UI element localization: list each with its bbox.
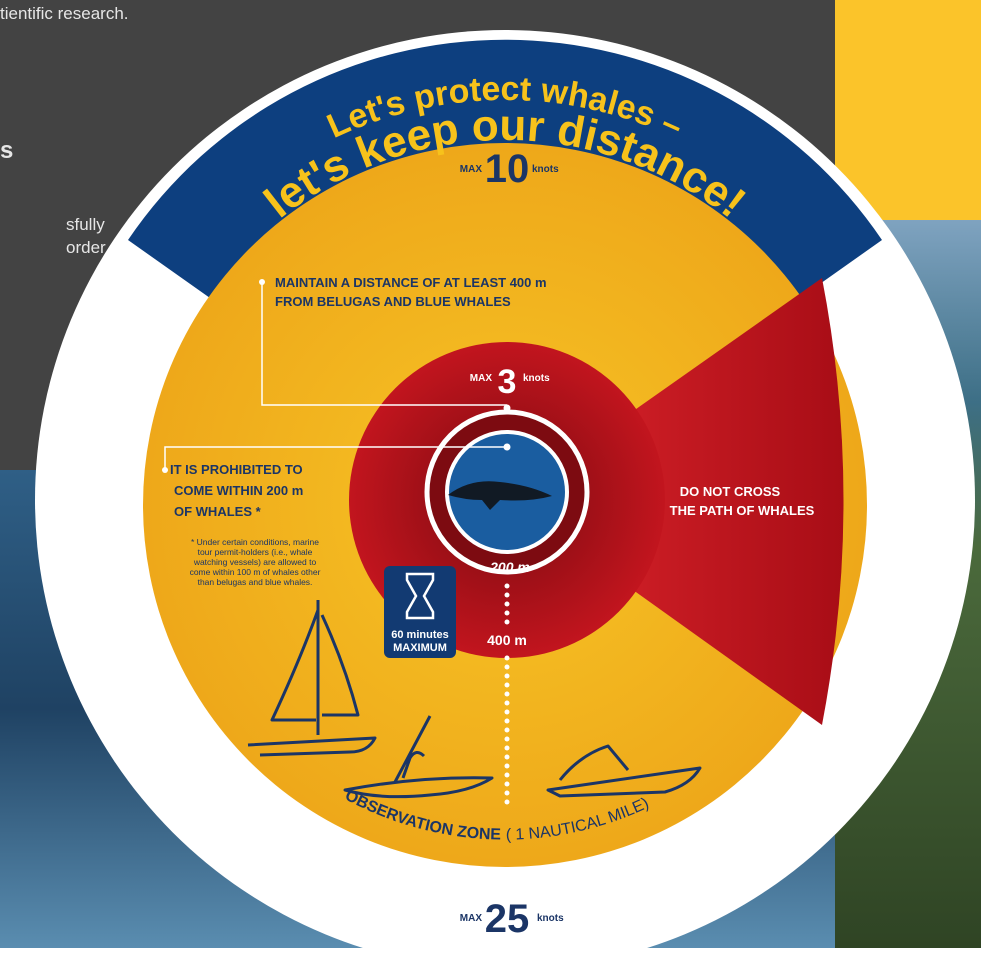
page: { "page_text": { "intro_fragment": "tien… (0, 0, 981, 948)
speed-label: MAX (460, 913, 483, 924)
distance-dot (505, 602, 510, 607)
speed-unit: knots (523, 373, 550, 384)
rule-text: COME WITHIN 200 m (174, 483, 303, 498)
speed-label: MAX (470, 373, 493, 384)
distance-dot (505, 611, 510, 616)
speed-unit: knots (532, 164, 559, 175)
yellow-panel (835, 0, 981, 220)
rule-text: IT IS PROHIBITED TO (170, 462, 303, 477)
speed-unit: knots (537, 913, 564, 924)
distance-dot (505, 746, 510, 751)
intro-text: tientific research. (0, 4, 129, 23)
distance-dot (505, 782, 510, 787)
distance-dot (505, 710, 510, 715)
distance-dot (505, 881, 510, 886)
leader-dot (259, 279, 265, 285)
time-text: 60 minutes (391, 629, 448, 641)
distance-label: 400 m (487, 632, 527, 648)
distance-dot (505, 674, 510, 679)
speed-value: 25 (485, 897, 530, 941)
distance-dot (505, 728, 510, 733)
distance-dot (505, 890, 510, 895)
time-text: MAXIMUM (393, 642, 447, 654)
footnote-line: tour permit-holders (i.e., whale (198, 547, 313, 557)
body-text: order (66, 238, 106, 257)
leader-dot (504, 444, 511, 451)
speed-value: 10 (485, 147, 530, 191)
distance-dot (505, 620, 510, 625)
distance-dot (505, 593, 510, 598)
leader-dot (162, 467, 168, 473)
footnote-line: come within 100 m of whales other (190, 567, 321, 577)
distance-dot (505, 692, 510, 697)
rule-text: MAINTAIN A DISTANCE OF AT LEAST 400 m (275, 275, 547, 290)
speed-value: 3 (498, 363, 517, 401)
footnote-line: * Under certain conditions, marine (191, 537, 319, 547)
distance-dot (505, 584, 510, 589)
distance-dot (505, 791, 510, 796)
distance-dot (505, 800, 510, 805)
distance-dot (505, 737, 510, 742)
distance-dot (505, 656, 510, 661)
heading-text: s (0, 137, 13, 164)
rule-text: FROM BELUGAS AND BLUE WHALES (275, 294, 511, 309)
distance-dot (505, 773, 510, 778)
speed-label: MAX (460, 164, 483, 175)
distance-dot (505, 872, 510, 877)
rule-text: OF WHALES * (174, 504, 262, 519)
distance-dot (505, 755, 510, 760)
footnote-line: watching vessels) are allowed to (193, 557, 317, 567)
body-text: sfully (66, 215, 105, 234)
distance-dot (505, 683, 510, 688)
distance-dot (505, 701, 510, 706)
rule-text: THE PATH OF WHALES (670, 503, 815, 518)
distance-dot (505, 719, 510, 724)
leader-dot (504, 405, 511, 412)
distance-dot (505, 764, 510, 769)
screen: tientific research. s sfully order Let's… (0, 0, 981, 948)
footnote-line: than belugas and blue whales. (198, 577, 313, 587)
distance-dot (505, 665, 510, 670)
distance-label: 200 m (489, 559, 530, 575)
rule-text: DO NOT CROSS (680, 484, 781, 499)
footnote: * Under certain conditions, marine tour … (190, 537, 321, 587)
